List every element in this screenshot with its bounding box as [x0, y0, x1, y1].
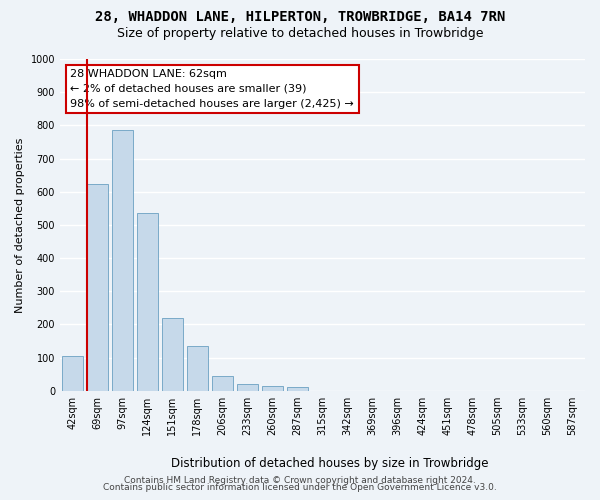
Text: Distribution of detached houses by size in Trowbridge: Distribution of detached houses by size …: [171, 458, 489, 470]
Text: Size of property relative to detached houses in Trowbridge: Size of property relative to detached ho…: [117, 28, 483, 40]
Text: Contains HM Land Registry data © Crown copyright and database right 2024.: Contains HM Land Registry data © Crown c…: [124, 476, 476, 485]
Bar: [112, 130, 133, 391]
Bar: [212, 376, 233, 391]
Bar: [262, 386, 283, 391]
Text: 28 WHADDON LANE: 62sqm
← 2% of detached houses are smaller (39)
98% of semi-deta: 28 WHADDON LANE: 62sqm ← 2% of detached …: [70, 69, 354, 108]
Bar: [287, 387, 308, 391]
Bar: [137, 212, 158, 391]
Bar: [162, 318, 183, 391]
Text: Contains public sector information licensed under the Open Government Licence v3: Contains public sector information licen…: [103, 484, 497, 492]
Bar: [237, 384, 258, 391]
Text: 28, WHADDON LANE, HILPERTON, TROWBRIDGE, BA14 7RN: 28, WHADDON LANE, HILPERTON, TROWBRIDGE,…: [95, 10, 505, 24]
Bar: [187, 346, 208, 391]
Bar: [87, 184, 108, 391]
Bar: [62, 356, 83, 391]
Y-axis label: Number of detached properties: Number of detached properties: [15, 137, 25, 312]
